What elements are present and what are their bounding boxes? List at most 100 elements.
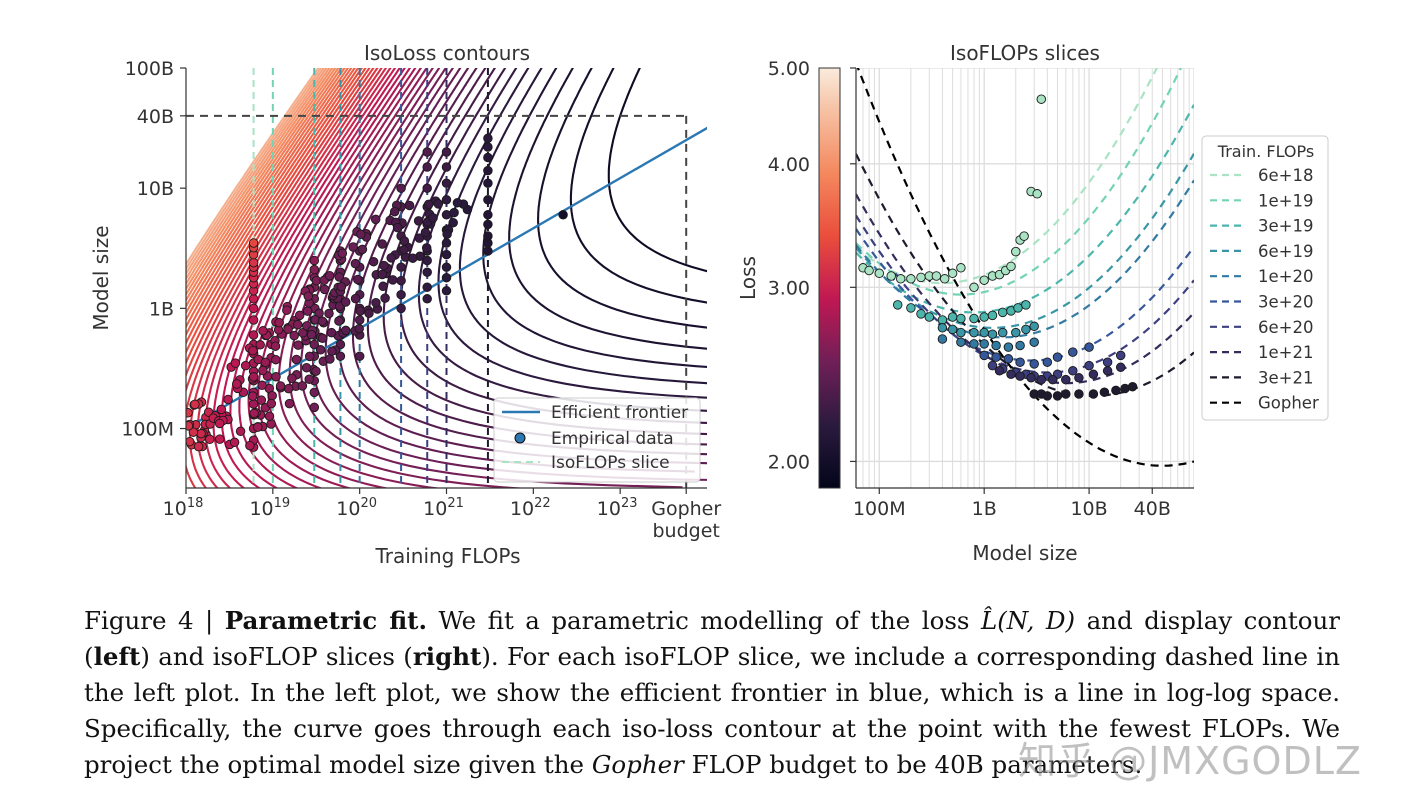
- empirical-point: [335, 351, 346, 361]
- isoflop-point: [979, 275, 989, 285]
- empirical-point: [205, 434, 215, 445]
- empirical-point: [317, 333, 328, 344]
- empirical-point: [380, 293, 390, 303]
- isoflop-point: [1015, 340, 1025, 351]
- empirical-point: [441, 286, 452, 296]
- empirical-point: [304, 374, 314, 384]
- empirical-point: [364, 308, 374, 319]
- contour-line: [537, 68, 707, 329]
- y-tick-label: 100M: [121, 419, 174, 441]
- empirical-point: [283, 324, 293, 334]
- isoflop-point: [979, 312, 989, 322]
- isoflop-point: [1052, 391, 1063, 401]
- empirical-point: [190, 399, 200, 410]
- isoflop-point: [906, 303, 916, 313]
- isoflop-point: [1029, 337, 1039, 347]
- empirical-point: [247, 391, 258, 401]
- gopher-tick-label-1: Gopher: [651, 498, 721, 520]
- isoflop-point: [1021, 324, 1031, 335]
- empirical-points: [186, 133, 568, 452]
- empirical-point: [309, 402, 320, 413]
- empirical-point: [353, 274, 363, 285]
- right-x-ticks: 100M 1B 10B 40B: [853, 488, 1171, 520]
- y-tick-label: 1B: [149, 298, 174, 320]
- empirical-point: [298, 328, 308, 338]
- contour-line: [300, 68, 683, 488]
- empirical-point: [422, 147, 432, 157]
- isoflops-panel: IsoFLOPs slices 100M 1B 10B 40B 2.00 3.00 4.0…: [736, 41, 1329, 565]
- empirical-point: [229, 437, 240, 448]
- empirical-point: [309, 339, 320, 350]
- x-tick-label: 1021: [423, 496, 464, 520]
- contour-line: [186, 68, 331, 286]
- contour-line: [186, 68, 360, 346]
- isoflop-point: [969, 313, 979, 324]
- empirical-point: [404, 200, 415, 211]
- empirical-point: [186, 436, 195, 447]
- isoflop-point: [1068, 347, 1078, 357]
- isoflop-point: [979, 327, 989, 338]
- isoflop-point: [916, 309, 926, 319]
- legend-label: 6e+18: [1258, 166, 1313, 185]
- caption-text-4: ). For each isoFLOP slice, we include a …: [84, 642, 1340, 779]
- empirical-point: [240, 360, 251, 371]
- legend-box: [493, 397, 701, 483]
- x-tick-label: 1018: [163, 496, 204, 520]
- empirical-point: [249, 408, 259, 419]
- empirical-point: [357, 244, 368, 255]
- empirical-point: [396, 183, 406, 193]
- isoflop-point: [939, 274, 950, 284]
- empirical-point: [356, 229, 366, 240]
- x-tick-label: 1023: [597, 496, 638, 520]
- y-tick-label: 4.00: [768, 154, 810, 176]
- left-legend: Efficient frontier Empirical data IsoFLO…: [493, 397, 701, 483]
- empirical-point: [422, 267, 432, 277]
- empirical-point: [186, 440, 187, 447]
- empirical-point: [186, 408, 193, 418]
- empirical-point: [264, 411, 275, 421]
- legend-slice-label: IsoFLOPs slice: [551, 453, 670, 473]
- empirical-point: [309, 387, 320, 398]
- empirical-point: [396, 289, 406, 300]
- empirical-point: [266, 419, 276, 429]
- contour-line: [186, 68, 367, 366]
- isoflop-point: [956, 263, 966, 273]
- empirical-point: [370, 214, 381, 225]
- isoflop-point: [1111, 385, 1121, 396]
- empirical-point: [449, 207, 459, 218]
- figure-caption: Figure 4 | Parametric fit. We fit a para…: [84, 603, 1340, 783]
- empirical-point: [303, 291, 314, 301]
- empirical-point: [271, 354, 281, 365]
- isoflop-point: [987, 310, 998, 321]
- empirical-point: [248, 399, 259, 409]
- empirical-point: [483, 142, 493, 152]
- legend-label: 1e+20: [1258, 267, 1313, 286]
- contour-line: [247, 68, 417, 488]
- isoflop-point: [1032, 189, 1042, 199]
- isoflop-curve: [856, 228, 1194, 362]
- caption-text-5: FLOP budget to be 40B parameters.: [683, 750, 1143, 779]
- isoflop-point: [1036, 94, 1047, 104]
- empirical-point: [293, 319, 303, 330]
- empirical-point: [223, 394, 233, 405]
- contour-line: [186, 68, 346, 315]
- empirical-point: [271, 372, 281, 382]
- isoflop-point: [1088, 369, 1099, 380]
- isoflop-point: [994, 366, 1005, 376]
- contour-line: [267, 68, 428, 488]
- empirical-point: [256, 395, 267, 405]
- empirical-point: [248, 294, 259, 304]
- isoflop-point: [956, 313, 966, 324]
- isoflop-point: [937, 315, 948, 325]
- empirical-point: [291, 354, 302, 365]
- colorbar: [818, 67, 841, 489]
- empirical-point: [341, 325, 351, 336]
- isoflop-point: [916, 272, 926, 283]
- contour-line: [186, 68, 340, 303]
- isoflop-point: [969, 339, 979, 349]
- isoflop-point: [987, 329, 998, 339]
- empirical-point: [326, 327, 337, 338]
- empirical-point: [340, 297, 351, 307]
- caption-text-2: and display contour (: [84, 606, 1340, 671]
- legend-empirical-label: Empirical data: [551, 429, 674, 449]
